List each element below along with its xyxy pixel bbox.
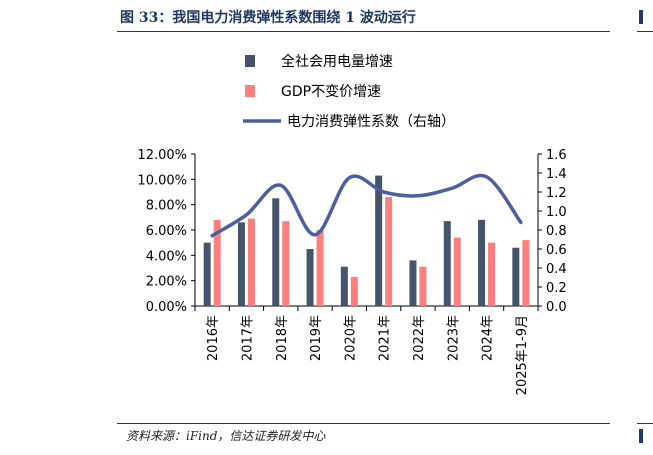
legend-swatch — [245, 55, 255, 67]
legend-label: 电力消费弹性系数（右轴） — [287, 114, 455, 130]
bar-electricity-growth — [478, 219, 486, 306]
bar-gdp-growth — [350, 276, 358, 306]
x-tick-label: 2016年 — [206, 315, 221, 361]
x-tick-label: 2019年 — [309, 315, 324, 361]
bar-electricity-growth — [409, 260, 417, 306]
bar-electricity-growth — [340, 266, 348, 306]
bar-electricity-growth — [512, 247, 520, 306]
x-tick-label: 2018年 — [275, 315, 290, 361]
bar-electricity-growth — [237, 222, 245, 306]
bars — [203, 175, 530, 306]
bar-gdp-growth — [385, 197, 393, 306]
x-tick-label: 2017年 — [240, 315, 255, 361]
right-tick-label: 1.4 — [546, 167, 567, 182]
legend-label: GDP不变价增速 — [281, 84, 381, 100]
x-tick-label: 2020年 — [343, 315, 358, 361]
figure-title: 图 33：我国电力消费弹性系数围绕 1 波动运行 — [120, 10, 416, 26]
left-tick-label: 4.00% — [146, 249, 187, 264]
bar-gdp-growth — [282, 221, 290, 306]
bar-electricity-growth — [375, 175, 383, 306]
right-tick-label: 1.0 — [546, 205, 567, 220]
elasticity-line — [210, 173, 523, 238]
bar-gdp-growth — [247, 218, 255, 306]
right-tick-label: 0.8 — [546, 224, 567, 239]
bar-electricity-growth — [443, 221, 451, 306]
next-panel-bottom-rule — [637, 423, 653, 424]
bar-gdp-growth — [419, 266, 427, 306]
left-tick-label: 6.00% — [146, 224, 187, 239]
bottom-rule — [117, 423, 610, 424]
bar-electricity-growth — [306, 249, 314, 306]
legend-swatch — [245, 85, 255, 97]
left-tick-label: 10.00% — [137, 173, 187, 188]
bar-gdp-growth — [453, 237, 461, 306]
bar-gdp-growth — [522, 240, 530, 306]
top-rule — [117, 31, 610, 32]
x-tick-label: 2022年 — [412, 315, 427, 361]
bar-electricity-growth — [272, 198, 280, 306]
bar-gdp-growth — [213, 219, 221, 306]
bar-electricity-growth — [203, 242, 211, 306]
x-tick-label: 2024年 — [481, 315, 496, 361]
left-tick-label: 0.00% — [146, 300, 187, 315]
x-tick-label: 2025年1-9月 — [515, 315, 530, 395]
line-series — [210, 173, 523, 238]
right-tick-label: 0.2 — [546, 281, 567, 296]
left-tick-label: 2.00% — [146, 275, 187, 290]
right-tick-label: 1.6 — [546, 148, 567, 163]
source-note: 资料来源：iFind，信达证券研发中心 — [126, 429, 326, 443]
legend-label: 全社会用电量增速 — [281, 53, 393, 70]
bar-gdp-growth — [488, 242, 496, 306]
x-tick-label: 2023年 — [446, 315, 461, 361]
bar-gdp-growth — [316, 230, 324, 306]
left-tick-label: 8.00% — [146, 199, 187, 214]
right-tick-label: 0.4 — [546, 262, 567, 277]
left-tick-label: 12.00% — [137, 148, 187, 163]
x-tick-label: 2021年 — [378, 315, 393, 361]
next-panel-title-fragment — [639, 10, 643, 24]
axes: 0.00% 2.00% 4.00% 6.00% 8.00% 10.00% 12.00% 0.0… — [137, 148, 566, 395]
next-panel-source-fragment — [639, 429, 643, 443]
right-tick-label: 1.2 — [546, 186, 567, 201]
right-tick-label: 0.6 — [546, 243, 567, 258]
next-panel-top-rule — [637, 31, 653, 32]
right-tick-label: 0.0 — [546, 300, 567, 315]
